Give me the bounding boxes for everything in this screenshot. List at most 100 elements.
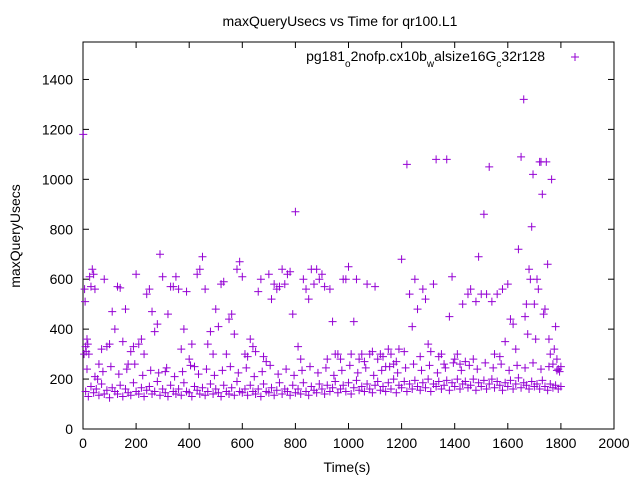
data-point: [291, 207, 300, 216]
data-point: [206, 327, 215, 336]
data-point: [405, 290, 414, 299]
data-point: [477, 382, 486, 391]
data-point: [320, 282, 329, 291]
data-point: [495, 381, 504, 390]
data-point: [547, 175, 556, 184]
data-point: [416, 386, 425, 395]
data-point: [323, 355, 332, 364]
data-point: [179, 325, 188, 334]
y-tick-label: 1200: [42, 121, 73, 137]
data-point: [538, 190, 547, 199]
data-point: [214, 322, 223, 331]
data-point: [206, 380, 215, 389]
data-point: [306, 362, 315, 371]
data-point: [100, 275, 109, 284]
data-point: [400, 347, 409, 356]
data-point: [535, 385, 544, 394]
data-point: [533, 380, 542, 389]
data-point: [146, 366, 155, 375]
data-point: [498, 285, 507, 294]
data-point: [392, 357, 401, 366]
x-tick-label: 2000: [598, 435, 629, 451]
data-point: [209, 350, 218, 359]
data-point: [471, 386, 480, 395]
data-point: [466, 381, 475, 390]
data-point: [171, 390, 180, 399]
data-point: [187, 392, 196, 401]
data-point: [238, 272, 247, 281]
data-point: [82, 365, 91, 374]
data-point: [432, 155, 441, 164]
data-point: [286, 267, 295, 276]
data-point: [126, 347, 135, 356]
data-point: [250, 372, 259, 381]
data-point: [389, 375, 398, 384]
data-point: [166, 381, 175, 390]
data-point: [274, 370, 283, 379]
data-point: [417, 366, 426, 375]
data-point: [304, 295, 313, 304]
data-point: [217, 392, 226, 401]
data-point: [264, 388, 273, 397]
data-point: [379, 382, 388, 391]
data-point: [169, 282, 178, 291]
data-point: [201, 285, 210, 294]
data-point: [80, 285, 89, 294]
data-point: [437, 350, 446, 359]
data-point: [262, 357, 271, 366]
x-axis-label: Time(s): [324, 459, 371, 475]
data-point: [487, 297, 496, 306]
data-point: [290, 371, 299, 380]
data-point: [416, 352, 425, 361]
data-point: [266, 361, 275, 370]
data-point: [177, 345, 186, 354]
data-point: [347, 350, 356, 359]
data-point: [81, 387, 90, 396]
data-point: [363, 380, 372, 389]
data-point: [299, 275, 308, 284]
data-point: [288, 381, 297, 390]
data-point: [118, 337, 127, 346]
data-point: [278, 390, 287, 399]
data-point: [110, 325, 119, 334]
data-point: [150, 387, 159, 396]
data-point: [527, 222, 536, 231]
data-point: [254, 385, 263, 394]
data-point: [426, 387, 435, 396]
data-point: [418, 285, 427, 294]
y-axis-label: maxQueryUsecs: [7, 184, 23, 287]
x-tick-label: 0: [79, 435, 87, 451]
data-point: [174, 285, 183, 294]
data-point: [517, 383, 526, 392]
data-point: [461, 377, 470, 386]
data-point: [360, 387, 369, 396]
data-point: [251, 390, 260, 399]
data-point: [90, 372, 99, 381]
data-point: [235, 257, 244, 266]
data-point: [116, 381, 125, 390]
data-point: [140, 350, 149, 359]
data-point: [517, 152, 526, 161]
data-point: [134, 390, 143, 399]
data-point: [331, 377, 340, 386]
data-point: [234, 368, 243, 377]
chart-title: maxQueryUsecs vs Time for qr100.L1: [223, 13, 458, 29]
data-point: [194, 370, 203, 379]
data-point: [501, 337, 510, 346]
data-point: [381, 387, 390, 396]
y-tick-label: 200: [50, 371, 74, 387]
data-point: [296, 390, 305, 399]
data-point: [315, 275, 324, 284]
data-point: [429, 280, 438, 289]
data-point: [402, 160, 411, 169]
y-tick-label: 1400: [42, 71, 73, 87]
data-point: [534, 285, 543, 294]
data-point: [386, 350, 395, 359]
data-point: [138, 371, 147, 380]
data-point: [130, 360, 139, 369]
data-point: [509, 385, 518, 394]
data-point: [328, 383, 337, 392]
data-point: [386, 385, 395, 394]
data-point: [161, 367, 170, 376]
data-point: [227, 383, 236, 392]
